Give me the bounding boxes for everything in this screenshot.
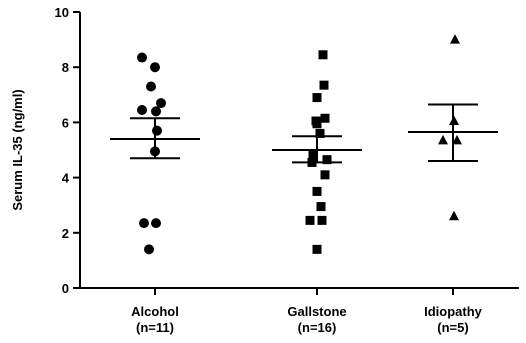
point-alcohol-2 — [146, 81, 156, 92]
category-n-idiopathy: (n=5) — [437, 320, 468, 335]
point-idiopathy-3 — [452, 134, 462, 145]
point-gallstone-10 — [320, 170, 330, 180]
y-ticks: 0 2 4 6 8 10 — [55, 5, 80, 296]
point-gallstone-1 — [319, 80, 329, 90]
point-gallstone-2 — [312, 93, 322, 103]
point-gallstone-11 — [312, 186, 322, 196]
point-gallstone-7 — [308, 151, 318, 161]
point-gallstone-13 — [305, 215, 315, 225]
category-labels: Alcohol(n=11) Gallstone(n=16) Idiopathy(n=… — [131, 304, 482, 335]
y-tick-label-1: 2 — [62, 226, 69, 241]
point-gallstone-14 — [317, 215, 327, 225]
point-alcohol-4 — [137, 104, 147, 115]
point-alcohol-10 — [144, 244, 154, 255]
point-gallstone-15 — [312, 244, 322, 254]
data-points — [137, 34, 462, 255]
point-alcohol-0 — [137, 52, 147, 63]
point-alcohol-5 — [151, 106, 161, 117]
y-tick-label-5: 10 — [55, 5, 69, 20]
point-gallstone-8 — [322, 155, 332, 165]
mean-error-bars — [110, 103, 498, 164]
x-ticks — [154, 288, 454, 295]
category-label-idiopathy: Idiopathy — [424, 304, 483, 319]
category-n-gallstone: (n=16) — [298, 320, 337, 335]
point-idiopathy-0 — [450, 34, 460, 44]
y-axis-title: Serum IL-35 (ng/ml) — [10, 89, 25, 210]
point-alcohol-9 — [151, 218, 161, 229]
y-tick-label-2: 4 — [62, 171, 70, 186]
point-gallstone-6 — [315, 128, 325, 138]
category-n-alcohol: (n=11) — [136, 320, 174, 335]
category-label-alcohol: Alcohol — [131, 304, 179, 319]
point-gallstone-12 — [316, 202, 326, 212]
y-tick-label-0: 0 — [62, 281, 69, 296]
point-idiopathy-4 — [449, 210, 459, 221]
point-gallstone-0 — [318, 50, 328, 60]
point-alcohol-3 — [156, 98, 166, 109]
y-tick-label-4: 8 — [62, 60, 69, 75]
point-idiopathy-2 — [438, 134, 448, 145]
y-tick-label-3: 6 — [62, 115, 69, 130]
point-alcohol-6 — [152, 125, 162, 136]
point-gallstone-5 — [312, 119, 322, 129]
point-alcohol-1 — [150, 62, 160, 73]
point-gallstone-3 — [320, 113, 330, 123]
point-alcohol-8 — [139, 218, 149, 229]
category-label-gallstone: Gallstone — [287, 304, 346, 319]
